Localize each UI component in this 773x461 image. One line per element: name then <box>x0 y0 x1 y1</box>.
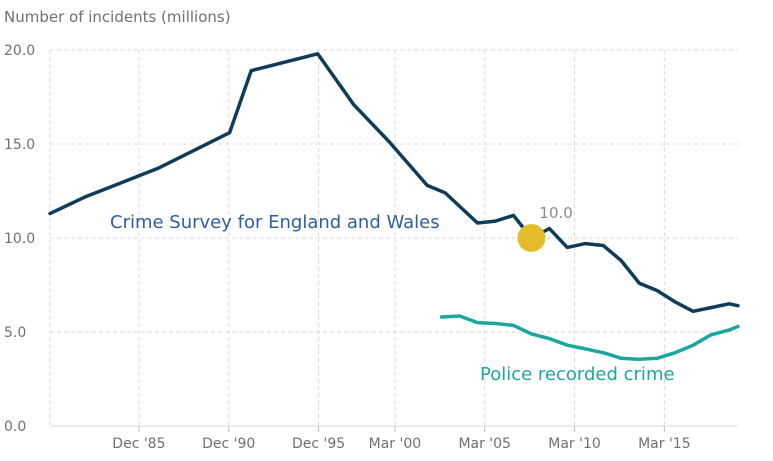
x-tick-label: Mar '05 <box>458 436 511 452</box>
hover-highlight: 10.0 <box>517 204 573 252</box>
grid <box>49 49 738 427</box>
x-tick-label: Dec '95 <box>292 436 345 452</box>
highlight-value-label: 10.0 <box>539 204 572 222</box>
y-tick-label: 0.0 <box>4 419 26 435</box>
y-tick-label: 15.0 <box>4 137 35 153</box>
series-label-crime-survey: Crime Survey for England and Wales <box>110 212 440 233</box>
x-tick-label: Mar '15 <box>638 436 691 452</box>
y-tick-label: 10.0 <box>4 231 35 247</box>
y-axis-ticks: 0.0 5.0 10.0 15.0 20.0 <box>4 43 35 435</box>
y-tick-label: 20.0 <box>4 43 35 59</box>
x-tick-label: Dec '85 <box>112 436 165 452</box>
x-tick-label: Mar '10 <box>548 436 601 452</box>
highlight-marker[interactable] <box>517 224 546 252</box>
x-tick-label: Mar '00 <box>369 436 422 452</box>
series-label-police-recorded: Police recorded crime <box>480 364 675 385</box>
y-axis-title: Number of incidents (millions) <box>4 8 231 26</box>
series-labels: Crime Survey for England and Wales Polic… <box>110 212 675 385</box>
x-axis-ticks: Dec '85 Dec '90 Dec '95 Mar '00 Mar '05 Mar '… <box>112 426 691 452</box>
series-lines <box>48 52 740 362</box>
series-line-0 <box>48 52 740 314</box>
y-tick-label: 5.0 <box>4 325 26 341</box>
series-line-1 <box>439 314 740 362</box>
x-tick-label: Dec '90 <box>202 436 255 452</box>
